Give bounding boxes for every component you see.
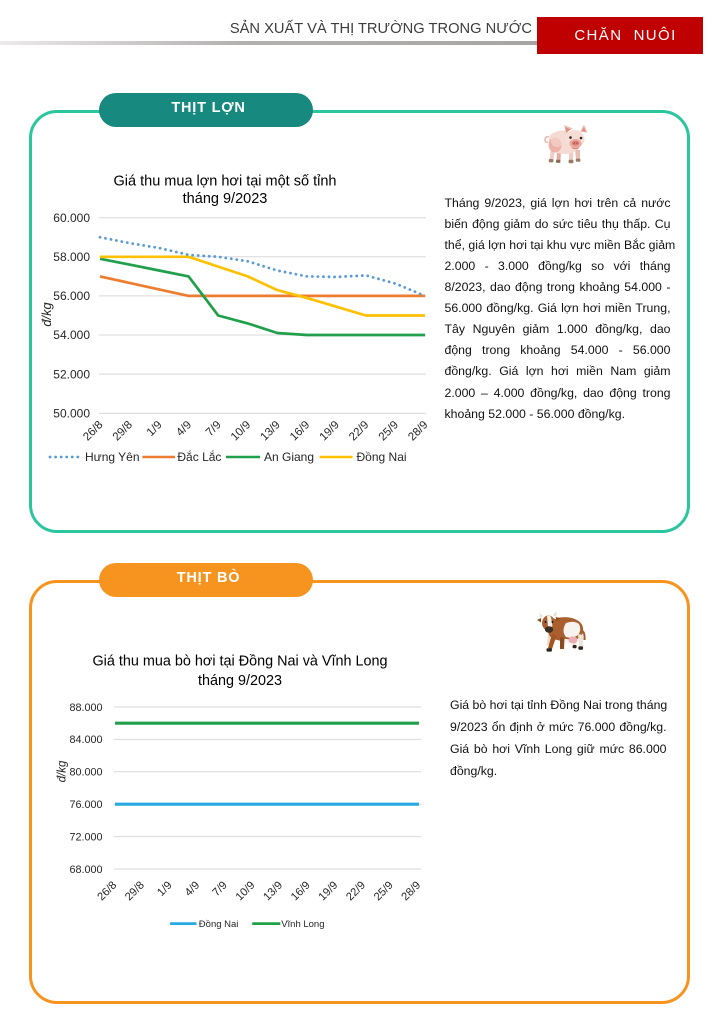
svg-text:Đồng Nai: Đồng Nai	[199, 919, 239, 930]
svg-text:54.000: 54.000	[53, 328, 90, 342]
svg-text:An Giang: An Giang	[264, 450, 314, 464]
svg-text:88.000: 88.000	[69, 702, 102, 714]
svg-text:52.000: 52.000	[53, 367, 90, 381]
svg-text:7/9: 7/9	[210, 879, 229, 898]
svg-text:Đồng Nai: Đồng Nai	[357, 450, 407, 464]
svg-text:đ/kg: đ/kg	[57, 760, 69, 782]
svg-text:19/9: 19/9	[318, 419, 342, 443]
svg-text:26/8: 26/8	[81, 419, 105, 443]
svg-text:Đắc Lắc: Đắc Lắc	[177, 449, 221, 464]
svg-text:16/9: 16/9	[289, 879, 313, 903]
svg-text:68.000: 68.000	[69, 864, 102, 876]
svg-text:4/9: 4/9	[183, 879, 202, 898]
svg-text:tháng 9/2023: tháng 9/2023	[198, 673, 282, 689]
svg-text:16/9: 16/9	[288, 419, 312, 443]
svg-text:28/9: 28/9	[399, 879, 423, 903]
svg-text:22/9: 22/9	[347, 419, 371, 443]
svg-text:22/9: 22/9	[344, 879, 368, 903]
svg-text:Hưng Yên: Hưng Yên	[85, 450, 140, 464]
svg-text:Giá thu mua bò hơi tại Đồng Na: Giá thu mua bò hơi tại Đồng Nai và Vĩnh …	[92, 654, 387, 670]
svg-text:10/9: 10/9	[234, 879, 258, 903]
svg-text:Vĩnh Long: Vĩnh Long	[281, 919, 324, 930]
svg-text:4/9: 4/9	[174, 419, 194, 439]
svg-text:50.000: 50.000	[53, 406, 90, 420]
svg-text:80.000: 80.000	[69, 767, 102, 779]
svg-text:58.000: 58.000	[53, 250, 90, 264]
svg-text:29/8: 29/8	[111, 419, 135, 443]
svg-text:13/9: 13/9	[261, 879, 285, 903]
svg-text:84.000: 84.000	[69, 734, 102, 746]
svg-text:Giá thu mua lợn hơi tại một số: Giá thu mua lợn hơi tại một số tỉnh	[114, 174, 337, 190]
svg-text:tháng 9/2023: tháng 9/2023	[183, 191, 268, 207]
svg-text:29/8: 29/8	[123, 879, 147, 903]
svg-text:10/9: 10/9	[229, 419, 253, 443]
svg-text:1/9: 1/9	[145, 419, 165, 439]
svg-text:26/8: 26/8	[95, 879, 119, 903]
svg-text:1/9: 1/9	[155, 879, 174, 898]
svg-text:7/9: 7/9	[204, 419, 224, 439]
svg-text:25/9: 25/9	[377, 419, 401, 443]
svg-text:13/9: 13/9	[259, 419, 283, 443]
svg-text:72.000: 72.000	[69, 831, 102, 843]
svg-text:đ/kg: đ/kg	[40, 302, 54, 326]
svg-text:25/9: 25/9	[372, 879, 396, 903]
svg-text:56.000: 56.000	[53, 289, 90, 303]
svg-text:76.000: 76.000	[69, 799, 102, 811]
svg-text:28/9: 28/9	[406, 419, 430, 443]
svg-text:60.000: 60.000	[53, 211, 90, 225]
svg-text:19/9: 19/9	[317, 879, 341, 903]
